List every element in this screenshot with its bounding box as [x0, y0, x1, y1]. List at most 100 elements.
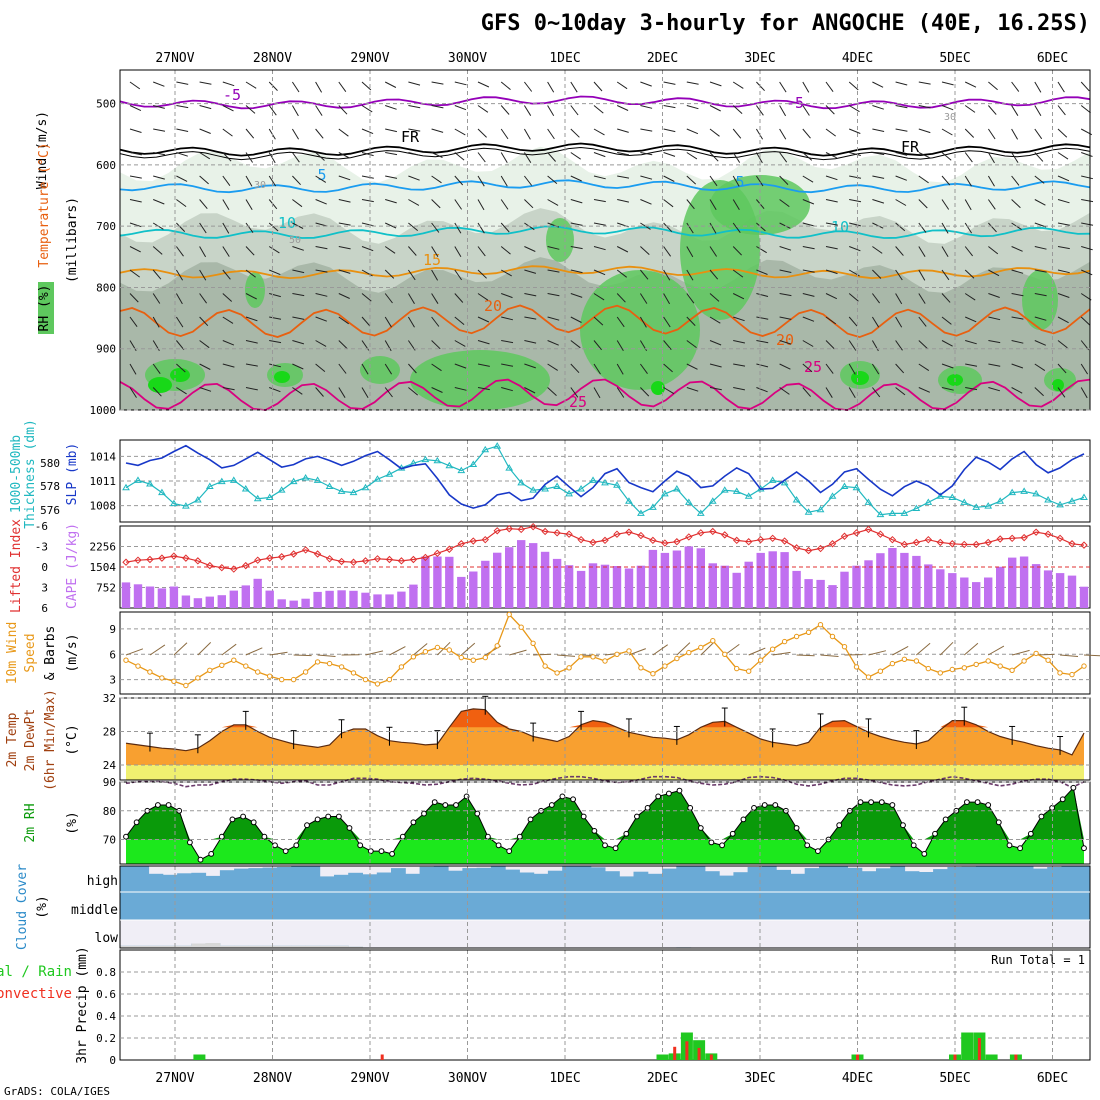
wind-barb [153, 152, 166, 156]
contour-label: 15 [423, 251, 441, 269]
wind-barb [872, 269, 882, 279]
wind-speed-point [159, 675, 165, 681]
cloud-low-clear [291, 945, 306, 948]
lifted-point [301, 546, 310, 554]
wind-barb [964, 81, 977, 88]
wind-barb [779, 105, 787, 117]
wind-barb [454, 269, 463, 281]
thickness-point [720, 486, 729, 493]
wind-barb [338, 81, 347, 92]
rh-90-area [410, 350, 550, 410]
wind-barb [524, 246, 536, 252]
wind-barb [779, 387, 790, 395]
cloud-high-bar [391, 868, 406, 892]
wind-barb [129, 175, 142, 179]
thickness-point [589, 476, 597, 483]
precip-convective-bar [1014, 1054, 1018, 1060]
wind-speed-point [338, 664, 345, 670]
wind-barb-10m [963, 642, 979, 656]
rh2m-point [240, 813, 247, 820]
lifted-point [589, 538, 597, 547]
wind-barb [941, 316, 952, 325]
precip-convective-bar [953, 1054, 957, 1060]
wind-barb [825, 105, 835, 115]
lifted-tick: 6 [41, 602, 48, 615]
rh2m-point [761, 802, 768, 808]
wind-barb [1057, 128, 1068, 138]
temperature-contour-15 [119, 265, 1091, 280]
wind-barb [570, 222, 583, 226]
precip-total-label: Total / Rain [0, 964, 72, 980]
wind-barb [941, 293, 951, 303]
wind-barb [732, 105, 743, 114]
wind-speed-point [758, 657, 764, 663]
cloud-high-bar [676, 866, 692, 892]
wind-barb [384, 81, 397, 88]
wind-barb-10m [1083, 654, 1100, 657]
wind-barb [663, 222, 673, 233]
cloud-high-bar [975, 866, 991, 892]
rh2m-point [250, 819, 257, 826]
lifted-point [601, 536, 609, 545]
cloud-high-bar [462, 868, 478, 892]
wind-barb [593, 199, 606, 203]
slp-tick: 1011 [90, 475, 117, 488]
cape-lifted-index-panel: -6 -3 0 3 6 2256 1504 752 Lifted Index CAPE (J/kg… [9, 519, 1091, 615]
thickness-point [421, 455, 430, 463]
cloud-high-bar [533, 873, 549, 892]
wind-barb [175, 269, 184, 281]
wind-barb [175, 246, 184, 257]
wind-barb [1011, 387, 1023, 394]
wind-barb [338, 340, 348, 350]
wind-barb [524, 340, 537, 344]
cloud-high-bar [947, 867, 963, 892]
lifted-point [625, 528, 633, 536]
wind-barb [129, 105, 142, 112]
cloud-high-bar [776, 869, 791, 892]
wind-speed-point [231, 657, 237, 663]
wind-barb [477, 363, 490, 367]
cape-bar [900, 552, 909, 608]
y-tick-label: 900 [96, 343, 116, 356]
wind-barb [825, 199, 838, 203]
cape-bar [241, 585, 250, 608]
wind-barb [872, 293, 880, 304]
thickness-point [517, 478, 526, 486]
rh2m-point [708, 839, 715, 846]
wind-barb [547, 363, 558, 371]
wind-barb [755, 152, 763, 164]
cape-bar [157, 588, 167, 608]
wind-barb [941, 387, 954, 391]
cloud-middle-bar [134, 892, 150, 920]
wind-barb [454, 81, 467, 86]
cloud-high-bar [248, 868, 264, 892]
lifted-point [517, 525, 525, 534]
bottom-date-label: 27NOV [155, 1071, 194, 1086]
wind-speed-point [841, 644, 848, 650]
wind-barb [848, 387, 856, 399]
lifted-point [242, 561, 250, 570]
rh2m-point [985, 802, 992, 808]
wind-barb [825, 363, 834, 374]
wind-barb [199, 81, 212, 85]
wind-barb [663, 81, 676, 85]
cloud-high-bar [633, 871, 649, 892]
wind-barb [941, 81, 954, 86]
y-tick-label: 28 [103, 725, 116, 738]
wind-barb-10m [269, 651, 288, 656]
cloud-high-bar [990, 866, 1005, 892]
cloud-middle-bar [1004, 892, 1020, 920]
lifted-point [744, 538, 753, 546]
precip-total-bar [656, 1054, 669, 1060]
precip-convective-bar [697, 1047, 701, 1060]
wind-barb [176, 105, 189, 109]
wind-barb-10m [149, 644, 166, 656]
cloud-middle-bar [562, 892, 577, 920]
wind-barb [941, 175, 951, 186]
wind-barb [361, 175, 374, 179]
wind-barb [1057, 269, 1070, 274]
wind-barb [825, 293, 838, 300]
rh2m-point [410, 819, 417, 826]
wind-barb [825, 387, 833, 398]
cloud-middle-bar [405, 892, 421, 920]
